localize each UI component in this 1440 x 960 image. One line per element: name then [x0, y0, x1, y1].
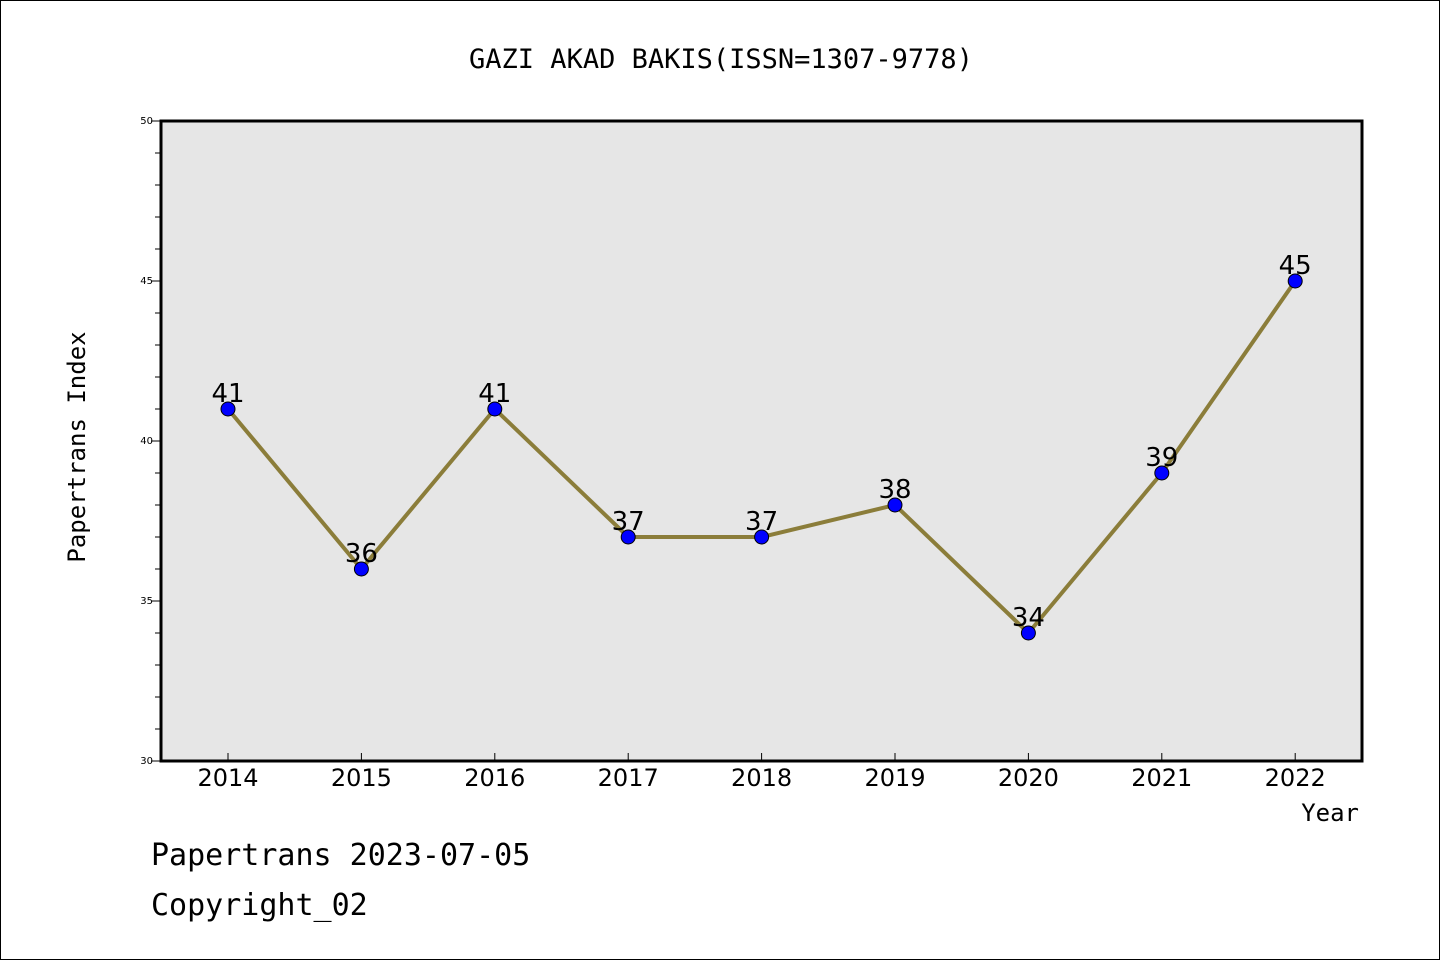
data-label: 34 [1012, 603, 1045, 633]
data-label: 41 [211, 379, 244, 409]
data-point [1020, 625, 1036, 641]
y-tick-label: 50 [140, 116, 153, 127]
y-axis-tick-labels: 30 35 40 45 50 [140, 116, 153, 767]
data-point [220, 401, 236, 417]
plot-area [161, 121, 1362, 761]
x-tick-label: 2014 [197, 764, 258, 792]
series-markers [220, 273, 1303, 641]
data-label: 38 [878, 475, 911, 505]
data-point [1287, 273, 1303, 289]
footer-copyright: Copyright_02 [151, 888, 368, 923]
chart-title: GAZI AKAD BAKIS(ISSN=1307-9778) [469, 44, 973, 75]
y-tick-label: 40 [140, 436, 153, 447]
x-tick-label: 2018 [731, 764, 792, 792]
y-tick-label: 45 [140, 276, 153, 287]
x-tick-label: 2015 [331, 764, 392, 792]
x-axis-label: Year [1301, 799, 1359, 827]
data-label: 37 [612, 507, 645, 537]
x-axis-tick-labels: 2014 2015 2016 2017 2018 2019 2020 2021 2022 [197, 764, 1325, 792]
y-tick-label: 35 [140, 596, 153, 607]
data-label: 39 [1145, 443, 1178, 473]
data-point [487, 401, 503, 417]
data-point [887, 497, 903, 513]
x-tick-label: 2022 [1265, 764, 1326, 792]
x-tick-label: 2020 [998, 764, 1059, 792]
data-label: 36 [345, 539, 378, 569]
data-point [620, 529, 636, 545]
data-labels: 41 36 41 37 37 38 34 39 45 [211, 251, 1311, 633]
data-label: 45 [1279, 251, 1312, 281]
data-point [754, 529, 770, 545]
x-tick-label: 2017 [598, 764, 659, 792]
y-tick-label: 30 [140, 756, 153, 767]
data-label: 37 [745, 507, 778, 537]
footer-date: Papertrans 2023-07-05 [151, 838, 530, 873]
x-tick-label: 2019 [864, 764, 925, 792]
y-axis-label: Papertrans Index [63, 331, 91, 562]
data-point [353, 561, 369, 577]
x-tick-label: 2016 [464, 764, 525, 792]
data-label: 41 [478, 379, 511, 409]
x-tick-label: 2021 [1131, 764, 1192, 792]
data-point [1154, 465, 1170, 481]
plot-frame [159, 119, 1364, 763]
